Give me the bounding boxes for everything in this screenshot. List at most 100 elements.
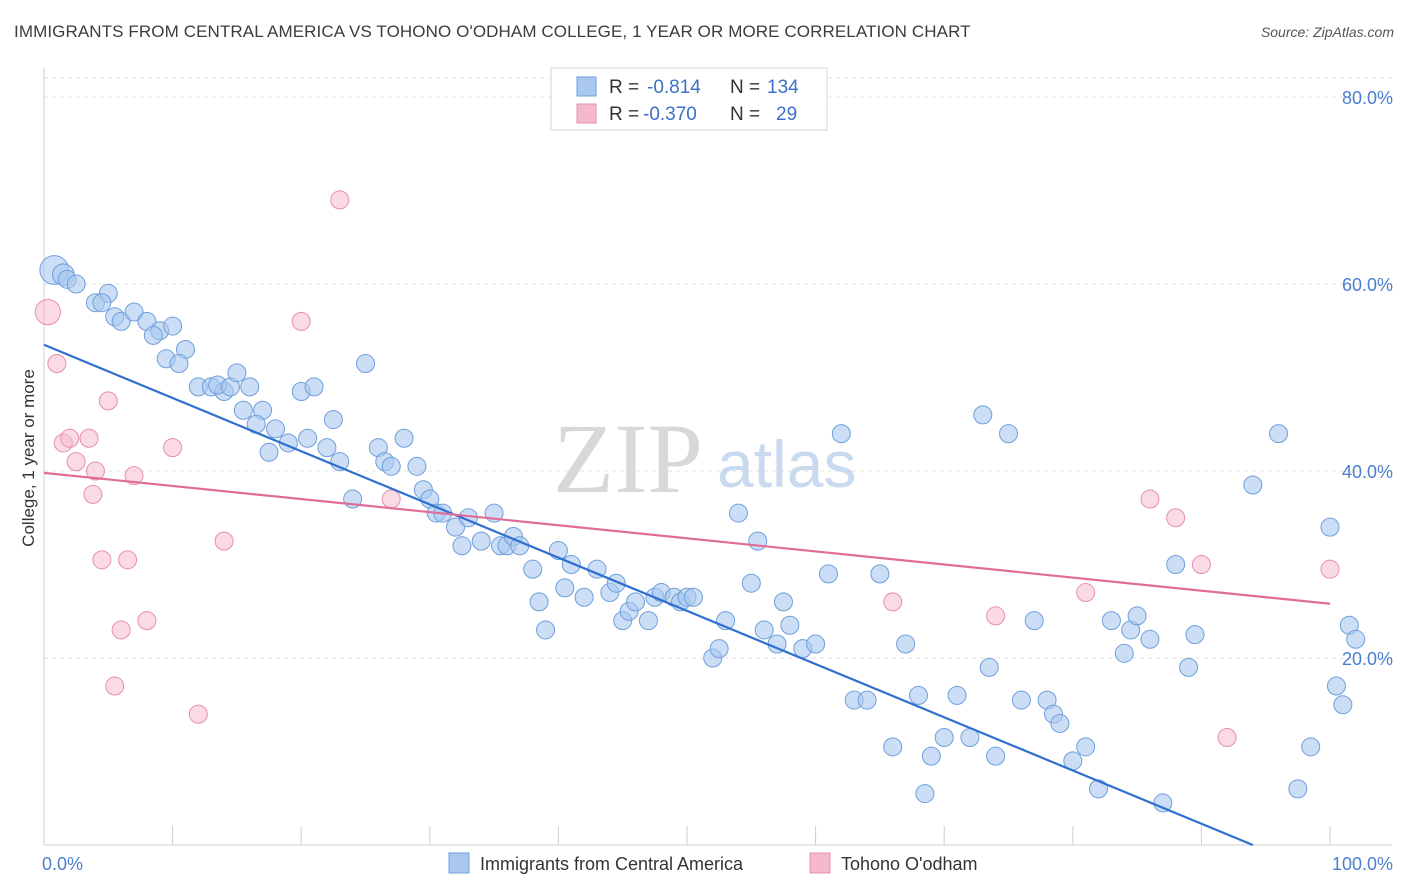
point-central-america-31	[304, 377, 324, 397]
trend-line-tohono-oodham	[43, 471, 1331, 605]
point-central-america-111	[1076, 737, 1096, 757]
point-central-america-99	[947, 685, 967, 705]
point-central-america-69	[638, 611, 658, 631]
point-central-america-13	[143, 325, 163, 345]
point-central-america-101	[973, 405, 993, 425]
grid-lines	[44, 77, 1392, 659]
point-central-america-98	[934, 727, 954, 747]
legend-r-value-1: -0.814	[647, 77, 701, 98]
watermark: ZIP atlas	[553, 403, 856, 514]
point-tohono-oodham-25	[1166, 508, 1186, 528]
point-tohono-oodham-23	[1076, 583, 1096, 603]
point-central-america-79	[728, 503, 748, 523]
legend-swatch-blue	[576, 76, 597, 97]
point-central-america-80	[741, 573, 761, 593]
point-tohono-oodham-11	[111, 620, 131, 640]
point-tohono-oodham-1	[47, 353, 67, 373]
point-central-america-37	[356, 353, 375, 373]
point-tohono-oodham-28	[1320, 559, 1340, 579]
point-central-america-121	[1185, 625, 1205, 645]
point-central-america-56	[523, 559, 543, 579]
point-tohono-oodham-4	[66, 452, 86, 472]
point-central-america-102	[979, 657, 999, 677]
point-central-america-119	[1166, 555, 1186, 574]
y-tick-label-80: 80.0%	[1342, 88, 1393, 108]
point-central-america-16	[169, 353, 189, 373]
point-central-america-58	[536, 620, 556, 640]
point-central-america-23	[240, 377, 260, 397]
legend-n-value-2: 29	[776, 104, 797, 125]
point-central-america-93	[883, 737, 903, 757]
point-central-america-106	[1024, 611, 1044, 631]
point-tohono-oodham-0	[34, 298, 61, 326]
legend-swatch-pink	[576, 103, 597, 124]
point-central-america-3	[66, 274, 86, 294]
point-tohono-oodham-12	[118, 550, 138, 570]
point-central-america-123	[1269, 424, 1289, 444]
point-central-america-84	[773, 592, 793, 612]
y-axis-title: College, 1 year or more	[19, 369, 38, 547]
point-tohono-oodham-24	[1140, 489, 1160, 509]
point-central-america-127	[1326, 676, 1346, 696]
point-central-america-130	[1346, 629, 1366, 649]
bottom-legend-swatch-blue	[448, 852, 470, 874]
legend-n-value-1: 134	[767, 77, 799, 98]
point-tohono-oodham-14	[137, 611, 157, 631]
point-central-america-126	[1320, 517, 1340, 537]
tick-labels: 20.0% 40.0% 60.0% 80.0% 0.0% 100.0%	[42, 88, 1393, 874]
point-tohono-oodham-17	[214, 531, 234, 551]
series-tohono-oodham	[34, 190, 1340, 747]
point-central-america-9	[124, 302, 144, 322]
point-central-america-109	[1050, 713, 1070, 733]
point-tohono-oodham-20	[381, 489, 401, 509]
point-tohono-oodham-8	[92, 550, 112, 570]
point-central-america-95	[908, 685, 928, 705]
point-tohono-oodham-22	[986, 606, 1006, 626]
point-central-america-116	[1127, 606, 1147, 626]
point-central-america-8	[111, 311, 131, 331]
point-tohono-oodham-3	[60, 428, 80, 448]
point-central-america-113	[1101, 611, 1121, 631]
point-central-america-33	[317, 438, 337, 458]
point-central-america-85	[780, 615, 800, 635]
point-central-america-87	[806, 634, 826, 654]
point-central-america-12	[163, 316, 183, 336]
point-central-america-124	[1288, 779, 1308, 799]
point-central-america-62	[574, 587, 594, 607]
legend-r-label-2: R =	[609, 104, 639, 125]
point-central-america-47	[446, 517, 466, 537]
point-central-america-50	[471, 531, 491, 551]
point-central-america-27	[265, 419, 285, 439]
point-tohono-oodham-26	[1191, 555, 1211, 574]
point-central-america-24	[233, 400, 253, 420]
bottom-legend-label-blue: Immigrants from Central America	[480, 854, 744, 874]
point-central-america-104	[999, 424, 1018, 444]
point-central-america-42	[407, 456, 427, 476]
point-central-america-6	[92, 293, 112, 313]
point-central-america-41	[394, 428, 414, 448]
legend-r-value-2: -0.370	[643, 104, 697, 125]
point-central-america-82	[754, 620, 774, 640]
point-central-america-91	[857, 690, 877, 710]
bottom-legend-swatch-pink	[809, 852, 831, 874]
point-central-america-97	[921, 746, 941, 766]
trend-line-central-america	[43, 343, 1254, 847]
point-central-america-92	[870, 564, 890, 584]
point-central-america-96	[915, 784, 935, 804]
point-central-america-40	[381, 456, 401, 476]
point-tohono-oodham-6	[83, 484, 103, 504]
point-central-america-114	[1114, 643, 1134, 663]
point-central-america-125	[1301, 737, 1321, 757]
y-tick-label-60: 60.0%	[1342, 275, 1393, 295]
point-central-america-34	[323, 410, 343, 430]
point-central-america-32	[298, 428, 318, 448]
point-central-america-122	[1243, 475, 1263, 495]
x-tick-label-max: 100.0%	[1332, 854, 1393, 874]
point-central-america-89	[831, 424, 851, 444]
bottom-legend-label-pink: Tohono O'odham	[841, 854, 978, 874]
point-central-america-75	[683, 587, 703, 607]
point-central-america-60	[555, 578, 575, 598]
point-central-america-112	[1089, 779, 1109, 799]
point-tohono-oodham-10	[105, 676, 125, 696]
